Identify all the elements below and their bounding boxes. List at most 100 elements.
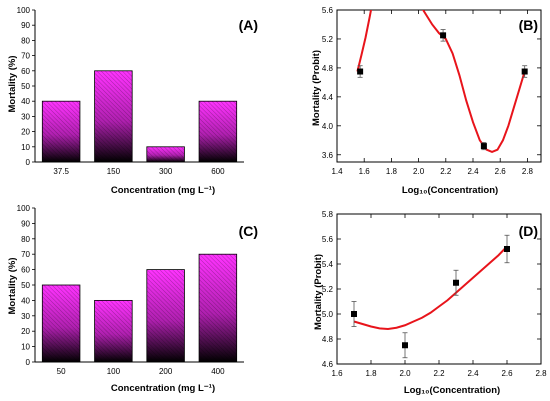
panel-b-axes: 1.4 1.6 1.8 2.0 2.2 2.4 2.6 2.8 3.6 4.0 4.4 4.8 5.2 5… <box>322 6 542 176</box>
y-tick-label-40: 40 <box>21 296 30 305</box>
x-tick-label-2.4: 2.4 <box>467 369 479 378</box>
panel-c-xlabel: Concentration (mg L⁻¹) <box>111 383 215 394</box>
x-tick-label-2.4: 2.4 <box>467 167 479 176</box>
panel-c-axes: 50 100 200 400 0 10 20 30 40 50 60 70 80 90 100 <box>17 204 244 376</box>
y-tick-label-90: 90 <box>21 219 30 228</box>
panel-b-fit <box>356 10 526 153</box>
panel-b: 1.4 1.6 1.8 2.0 2.2 2.4 2.6 2.8 3.6 4.0 4.4 4.8 5.2 5… <box>311 6 542 196</box>
panel-d-fit <box>353 245 508 331</box>
y-tick-label-4.6: 4.6 <box>322 360 334 369</box>
y-tick-label-10: 10 <box>21 143 30 152</box>
x-tick-label-2.8: 2.8 <box>535 369 547 378</box>
bar-hatch-200 <box>146 269 185 362</box>
bar-hatch-400 <box>199 254 237 362</box>
x-tick-label-2.2: 2.2 <box>440 167 452 176</box>
y-tick-label-4.8: 4.8 <box>322 335 334 344</box>
x-tick-label-2.0: 2.0 <box>399 369 411 378</box>
x-tick-label-200: 200 <box>159 367 173 376</box>
bar-hatch-150 <box>94 70 133 162</box>
data-point-0 <box>357 68 364 75</box>
panel-a-axes: 37.5 150 300 600 0 10 20 30 40 50 60 70 80 90 100 <box>17 6 244 176</box>
x-tick-label-1.8: 1.8 <box>386 167 398 176</box>
x-tick-label-37.5: 37.5 <box>53 167 69 176</box>
data-point-3 <box>504 246 510 252</box>
bar-hatch-300 <box>146 146 185 162</box>
panel-a-label: (A) <box>239 17 258 33</box>
plot-frame <box>336 213 542 365</box>
y-tick-label-100: 100 <box>17 204 31 213</box>
data-point-1 <box>440 32 447 39</box>
y-tick-label-5.2: 5.2 <box>322 35 334 44</box>
panel-c-label: (C) <box>239 223 258 239</box>
x-tick-label-2.2: 2.2 <box>433 369 445 378</box>
y-tick-label-0: 0 <box>26 358 31 367</box>
panel-a-xlabel: Concentration (mg L⁻¹) <box>111 185 215 196</box>
x-tick-label-150: 150 <box>107 167 121 176</box>
panel-c-ylabel: Mortality (%) <box>7 258 18 315</box>
y-tick-label-30: 30 <box>21 112 30 121</box>
panel-d-label: (D) <box>519 223 538 239</box>
data-point-3 <box>521 68 528 75</box>
panel-c-bars <box>41 253 238 363</box>
y-tick-label-80: 80 <box>21 235 30 244</box>
y-tick-label-5.6: 5.6 <box>322 235 334 244</box>
y-tick-label-60: 60 <box>21 266 30 275</box>
y-tick-label-100: 100 <box>17 6 31 15</box>
panel-a-ylabel: Mortality (%) <box>7 56 18 113</box>
x-tick-label-400: 400 <box>211 367 225 376</box>
y-tick-label-0: 0 <box>26 158 31 167</box>
y-tick-label-10: 10 <box>21 343 30 352</box>
data-point-2 <box>453 279 459 286</box>
panel-b-xlabel: Log₁₀(Concentration) <box>402 185 498 196</box>
panel-d-ylabel: Mortality (Probit) <box>313 254 324 330</box>
y-tick-label-50: 50 <box>21 281 30 290</box>
x-tick-label-1.6: 1.6 <box>331 369 343 378</box>
y-tick-label-40: 40 <box>21 97 30 106</box>
fit-curve <box>356 10 526 153</box>
y-tick-label-70: 70 <box>21 52 30 61</box>
x-tick-label-100: 100 <box>107 367 121 376</box>
y-tick-label-70: 70 <box>21 250 30 259</box>
y-tick-label-90: 90 <box>21 21 30 30</box>
y-tick-label-80: 80 <box>21 36 30 45</box>
x-tick-label-600: 600 <box>211 167 225 176</box>
y-tick-label-20: 20 <box>21 327 30 336</box>
panel-b-points <box>357 29 528 151</box>
data-point-1 <box>402 342 408 349</box>
panel-d-points <box>351 234 510 359</box>
x-tick-label-50: 50 <box>57 367 66 376</box>
panel-b-label: (B) <box>519 17 538 33</box>
panel-d-axes: 1.6 1.8 2.0 2.2 2.4 2.6 2.8 4.6 4.8 5.0 5.2 5.4 5.6 5… <box>322 210 547 378</box>
x-tick-label-2.6: 2.6 <box>495 167 507 176</box>
bar-hatch-100 <box>94 300 133 362</box>
y-tick-label-20: 20 <box>21 128 30 137</box>
bar-hatch-50 <box>42 285 80 362</box>
y-tick-label-5.4: 5.4 <box>322 260 334 269</box>
y-tick-label-60: 60 <box>21 67 30 76</box>
y-tick-label-5.8: 5.8 <box>322 210 334 219</box>
y-tick-label-30: 30 <box>21 312 30 321</box>
x-tick-label-2.8: 2.8 <box>522 167 534 176</box>
plot-frame <box>336 9 542 163</box>
y-tick-label-3.6: 3.6 <box>322 151 334 160</box>
x-tick-label-2.0: 2.0 <box>413 167 425 176</box>
y-tick-label-4.4: 4.4 <box>322 93 334 102</box>
panel-a-bars <box>41 70 238 163</box>
fit-curve <box>353 245 508 331</box>
y-tick-label-4.8: 4.8 <box>322 64 334 73</box>
x-tick-label-300: 300 <box>159 167 173 176</box>
y-tick-label-4.0: 4.0 <box>322 122 334 131</box>
panel-b-ylabel: Mortality (Probit) <box>311 50 322 126</box>
x-tick-label-1.4: 1.4 <box>331 167 343 176</box>
panel-d: 1.6 1.8 2.0 2.2 2.4 2.6 2.8 4.6 4.8 5.0 5.2 5.4 5.6 5… <box>313 210 547 396</box>
panel-d-xlabel: Log₁₀(Concentration) <box>404 385 500 396</box>
x-tick-label-1.6: 1.6 <box>359 167 371 176</box>
x-tick-label-1.8: 1.8 <box>365 369 377 378</box>
bar-hatch-600 <box>199 101 237 162</box>
x-tick-label-2.6: 2.6 <box>501 369 513 378</box>
panel-c: 50 100 200 400 0 10 20 30 40 50 60 70 80 90 100 (C) Co… <box>7 204 258 394</box>
bar-hatch-37.5 <box>42 101 80 162</box>
data-point-0 <box>351 311 357 317</box>
